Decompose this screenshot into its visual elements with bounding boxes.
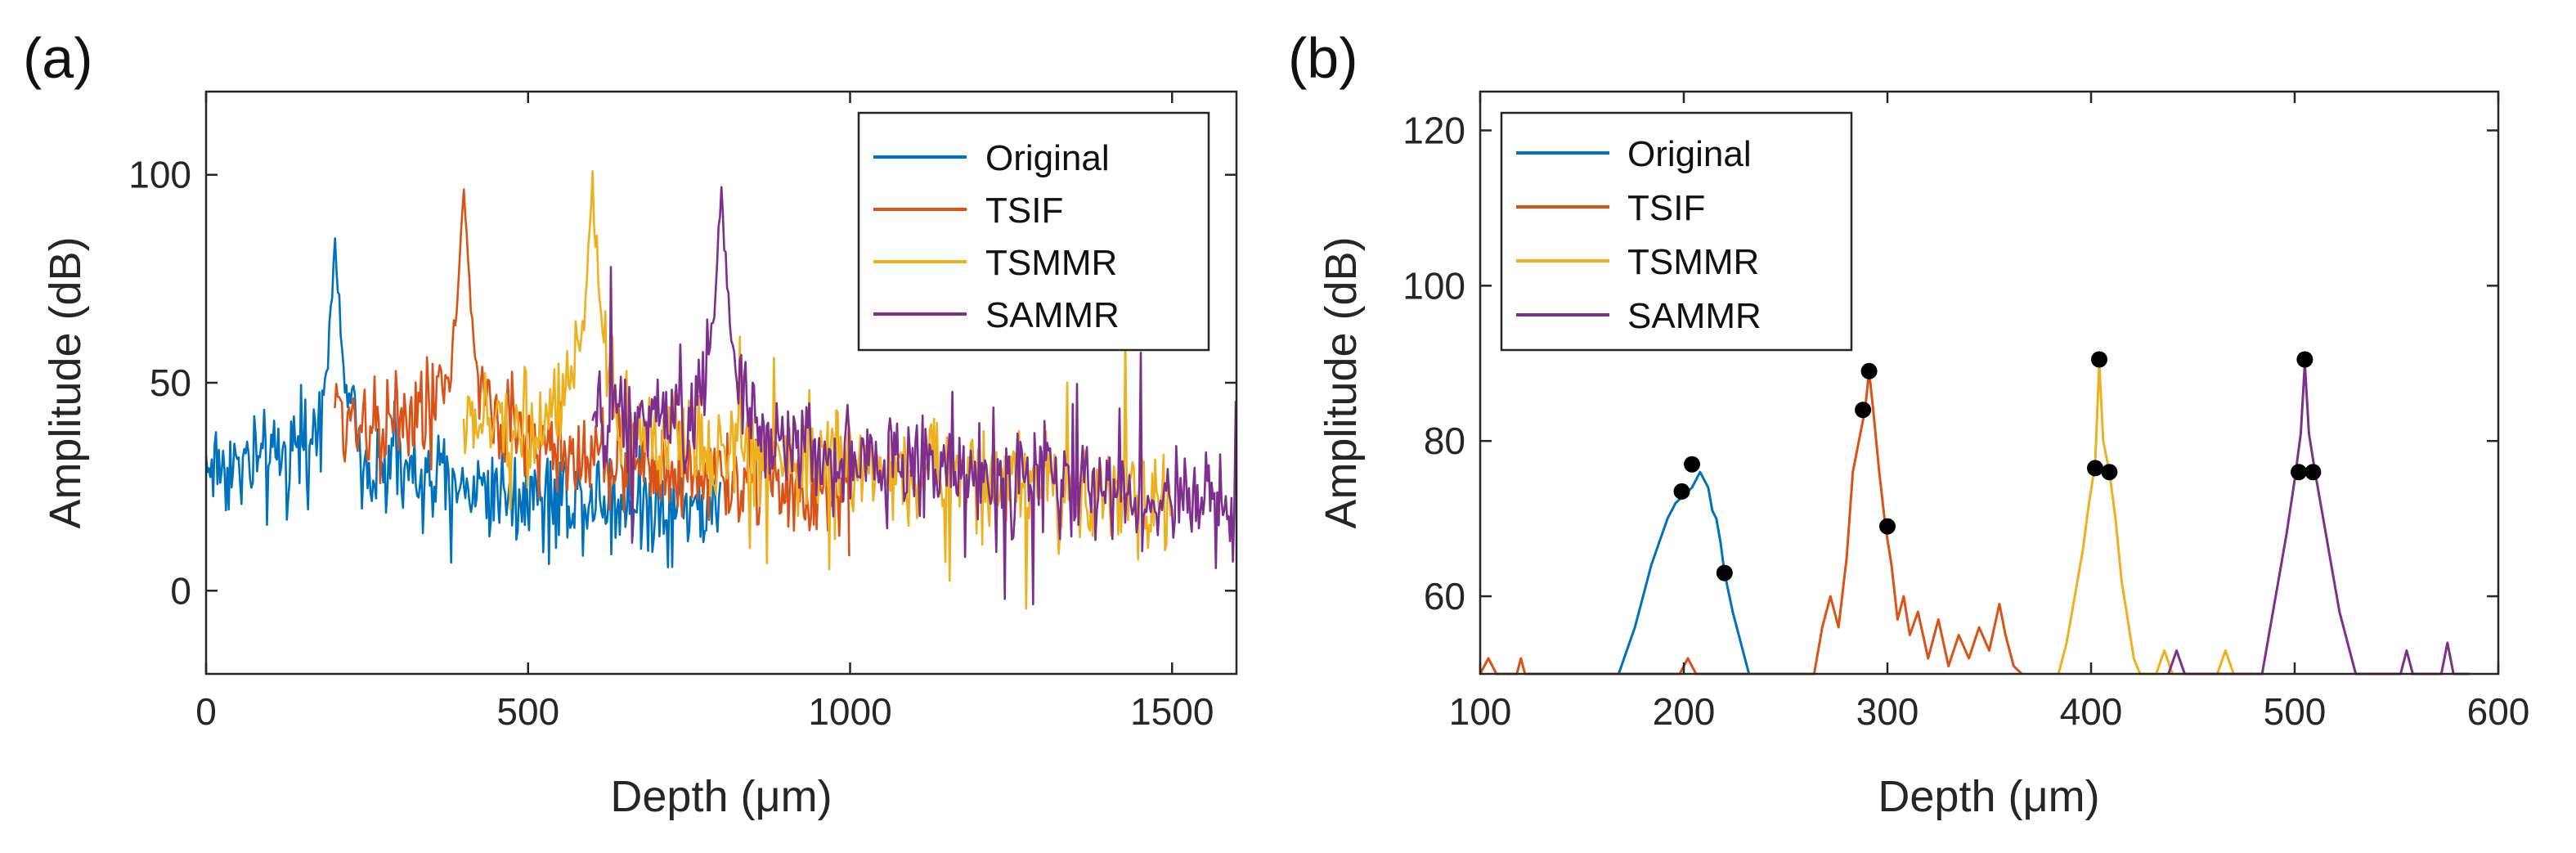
panel-b-series-original xyxy=(1617,470,1751,675)
panel-b-marker-sammr xyxy=(2304,464,2322,481)
legend-b-tsmmr: TSMMR xyxy=(1627,242,1759,282)
panel-b-ylabel: Amplitude (dB) xyxy=(1317,236,1366,528)
panel-b-chart: (b) 100 200 300 400 500 600 60 80 100 120 Depth (… xyxy=(1288,26,2529,821)
panel-b-xtick-label: 400 xyxy=(2060,690,2123,733)
legend-a-original: Original xyxy=(985,138,1110,178)
panel-b-xtick-label: 500 xyxy=(2264,690,2327,733)
panel-b-xtick-label: 200 xyxy=(1653,690,1716,733)
legend-a-tsmmr: TSMMR xyxy=(985,243,1117,283)
panel-b-ytick-label: 80 xyxy=(1424,420,1465,462)
panel-b-xlabel: Depth (μm) xyxy=(1878,772,2099,821)
panel-a-legend: Original TSIF TSMMR SAMMR xyxy=(857,111,1210,352)
panel-a-ylabel: Amplitude (dB) xyxy=(41,236,90,528)
panel-a-series-sammr xyxy=(591,186,1237,606)
legend-a-sammr: SAMMR xyxy=(985,295,1120,335)
panel-b-axes-box xyxy=(1479,90,2500,676)
panel-b-marker-tsmmr xyxy=(2101,464,2118,481)
panel-b-label: (b) xyxy=(1288,26,1358,90)
panel-a-ytick-label: 0 xyxy=(170,569,191,612)
panel-b-marker-original xyxy=(1684,456,1700,473)
panel-a-legend-box xyxy=(857,111,1210,352)
panel-a-series-group xyxy=(204,170,1237,610)
panel-b-marker-tsif xyxy=(1855,402,1872,419)
legend-a-tsif: TSIF xyxy=(985,191,1063,231)
legend-b-sammr: SAMMR xyxy=(1627,296,1761,336)
panel-b-marker-original xyxy=(1673,483,1690,500)
panel-a-ticks: 0 500 1000 1500 0 50 100 xyxy=(128,92,1236,733)
panel-b-ytick-label: 60 xyxy=(1424,575,1465,617)
panel-b-series-group xyxy=(1479,351,2471,676)
panel-b-marker-sammr xyxy=(2291,464,2307,481)
panel-b-series-tsmmr xyxy=(2057,361,2235,676)
panel-b-xtick-label: 100 xyxy=(1449,690,1512,733)
panel-a-label: (a) xyxy=(23,26,93,90)
panel-b-marker-tsif xyxy=(1879,518,1896,535)
panel-a-ytick-label: 100 xyxy=(128,154,191,196)
panel-b-xtick-label: 300 xyxy=(1856,690,1919,733)
panel-a-xtick-label: 500 xyxy=(496,690,559,733)
panel-a-chart: (a) 0 500 1000 1500 0 50 100 Depth (μm) Amplit… xyxy=(23,26,1238,821)
panel-b-ticks: 100 200 300 400 500 600 60 80 100 120 xyxy=(1402,92,2529,733)
panel-b-ytick-label: 120 xyxy=(1402,109,1465,151)
panel-a-series-original xyxy=(204,237,722,568)
panel-a-xtick-label: 1500 xyxy=(1130,690,1214,733)
panel-a-xtick-label: 1000 xyxy=(808,690,891,733)
panel-b-marker-tsmmr xyxy=(2091,351,2107,368)
panel-b-marker-sammr xyxy=(2296,351,2313,368)
panel-b-ytick-label: 100 xyxy=(1402,264,1465,307)
panel-b-marker-tsif xyxy=(1860,362,1878,379)
panel-a-xtick-label: 0 xyxy=(195,690,217,733)
panel-b-legend: Original TSIF TSMMR SAMMR xyxy=(1500,111,1853,352)
panel-a-ytick-label: 50 xyxy=(150,361,191,404)
panel-b-xtick-label: 600 xyxy=(2467,690,2530,733)
legend-b-tsif: TSIF xyxy=(1627,188,1705,228)
legend-b-original: Original xyxy=(1627,134,1752,174)
panel-b-marker-tsmmr xyxy=(2087,460,2103,477)
panel-b-marker-original xyxy=(1716,564,1733,581)
panel-a-xlabel: Depth (μm) xyxy=(610,772,832,821)
